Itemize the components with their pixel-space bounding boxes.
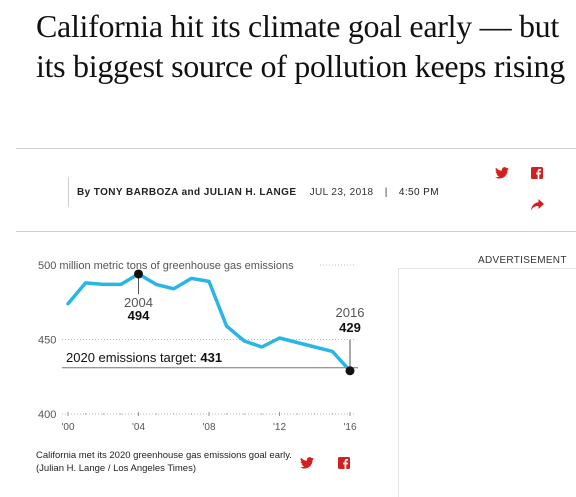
byline-prefix: By xyxy=(77,187,91,198)
twitter-icon[interactable] xyxy=(300,457,314,469)
byline-separator: | xyxy=(384,187,388,198)
x-tick-label: '00 xyxy=(61,422,74,433)
chart-caption: California met its 2020 greenhouse gas e… xyxy=(36,450,292,474)
advertisement-slot[interactable] xyxy=(398,268,576,497)
byline: By TONY BARBOZA and JULIAN H. LANGE JUL … xyxy=(77,187,439,198)
x-tick-label: '12 xyxy=(273,422,286,433)
x-tick-label: '04 xyxy=(132,422,145,433)
byline-authors[interactable]: TONY BARBOZA and JULIAN H. LANGE xyxy=(93,187,297,198)
chart-svg: 500 million metric tons of greenhouse ga… xyxy=(38,260,365,433)
annotation-value: 494 xyxy=(128,308,150,323)
target-label: 2020 emissions target: 431 xyxy=(66,350,222,365)
publish-time: 4:50 PM xyxy=(398,187,439,198)
facebook-icon[interactable] xyxy=(531,167,543,179)
chart-title: 500 million metric tons of greenhouse ga… xyxy=(38,260,294,272)
target-value: 431 xyxy=(200,350,222,365)
series-line xyxy=(66,272,352,373)
data-point-highlight xyxy=(345,366,355,376)
byline-bar: By TONY BARBOZA and JULIAN H. LANGE JUL … xyxy=(68,177,509,207)
y-tick-label: 400 xyxy=(38,409,56,421)
x-tick-label: '08 xyxy=(202,422,215,433)
headline: California hit its climate goal early — … xyxy=(36,8,565,84)
share-arrow-icon[interactable] xyxy=(531,199,544,211)
advertisement-label: ADVERTISEMENT xyxy=(478,255,567,266)
emissions-chart: 500 million metric tons of greenhouse ga… xyxy=(16,240,376,480)
data-point-highlight xyxy=(134,269,143,279)
facebook-icon[interactable] xyxy=(338,457,350,469)
divider xyxy=(16,148,576,149)
x-tick-label: '16 xyxy=(343,422,356,433)
annotation-year: 2004 xyxy=(124,295,153,310)
y-tick-label: 450 xyxy=(38,335,56,347)
annotation-year: 2016 xyxy=(336,305,365,320)
publish-date: JUL 23, 2018 xyxy=(309,187,374,198)
annotation-value: 429 xyxy=(339,320,361,335)
twitter-icon[interactable] xyxy=(495,167,509,179)
divider xyxy=(16,231,576,232)
